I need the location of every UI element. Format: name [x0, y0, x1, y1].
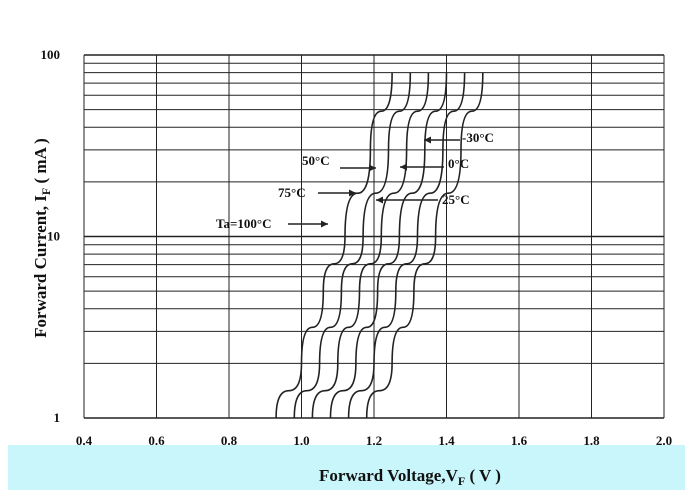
y-axis-title-unit: ( mA ): [31, 138, 50, 188]
y-axis-title-sub: F: [39, 188, 53, 195]
arrow-head-3: [376, 196, 383, 204]
x-tick-label-5: 1.4: [438, 433, 455, 448]
x-tick-label-7: 1.8: [583, 433, 600, 448]
y-tick-label-0: 1: [54, 410, 61, 425]
series-line-0: [275, 72, 393, 419]
arrow-head-0: [321, 220, 328, 228]
arrow-head-5: [424, 136, 431, 144]
x-tick-label-6: 1.6: [511, 433, 528, 448]
x-tick-label-2: 0.8: [221, 433, 238, 448]
curve-label-5: -30°C: [462, 130, 494, 145]
image-artifact-left: [0, 98, 8, 490]
series-line-2: [311, 72, 430, 419]
curve-label-4: 0°C: [448, 156, 469, 171]
curve-label-2: 50°C: [302, 153, 330, 168]
x-tick-label-8: 2.0: [656, 433, 672, 448]
series-line-1: [293, 72, 412, 419]
x-tick-label-3: 1.0: [293, 433, 309, 448]
curves: [275, 72, 484, 419]
curve-label-3: 25°C: [442, 192, 470, 207]
x-tick-label-1: 0.6: [148, 433, 165, 448]
y-tick-label-1: 10: [47, 229, 60, 244]
curve-label-1: 75°C: [278, 185, 306, 200]
series-line-3: [329, 72, 448, 419]
curve-label-0: Ta=100°C: [216, 216, 271, 231]
grid: [83, 54, 665, 419]
y-axis-title: Forward Current, IF ( mA ): [31, 138, 53, 338]
series-line-5: [365, 72, 484, 419]
series-line-4: [347, 72, 466, 419]
arrow-head-1: [349, 189, 356, 197]
x-axis-title-band: [8, 445, 685, 490]
x-tick-label-0: 0.4: [76, 433, 93, 448]
arrow-head-4: [400, 163, 407, 171]
annotations: Ta=100°C 75°C 50°C 25°C 0°C -30°C: [216, 130, 494, 231]
arrow-head-2: [369, 164, 376, 172]
image-artifact: [8, 98, 70, 128]
y-tick-label-2: 100: [41, 47, 61, 62]
tick-labels: 0.4 0.6 0.8 1.0 1.2 1.4 1.6 1.8 2.0 1 10 100: [41, 47, 673, 448]
x-tick-label-4: 1.2: [366, 433, 382, 448]
